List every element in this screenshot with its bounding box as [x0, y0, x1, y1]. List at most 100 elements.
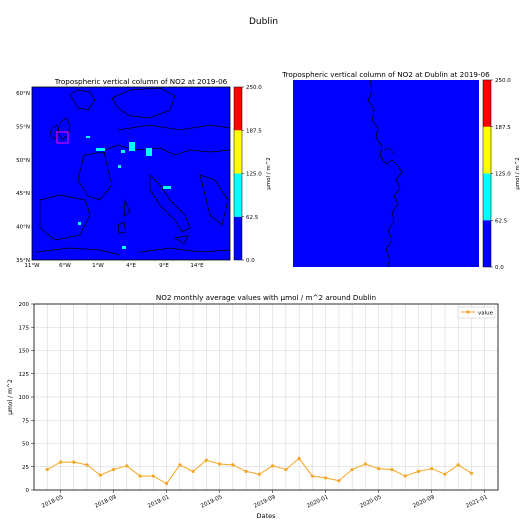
colorbar-segment — [234, 87, 242, 131]
data-point — [191, 469, 195, 473]
left-map-area — [31, 86, 231, 261]
data-point — [469, 471, 474, 475]
data-point — [244, 469, 248, 473]
x-ticks: 2018-05 2018-09 2019-01 2019-05 2019-09 2020-… — [41, 490, 489, 510]
longitude-tick-label: 14°E — [190, 263, 204, 269]
data-point — [363, 462, 368, 466]
latitude-tick-label: 35°N — [16, 258, 30, 264]
colorbar-segment — [234, 130, 242, 174]
x-tick-label: 2021-01 — [465, 494, 488, 509]
data-point — [390, 467, 394, 472]
colorbar-tick-label: 187.5 — [495, 125, 511, 131]
longitude-tick-label: 1°W — [92, 263, 104, 269]
colorbar-label: µmol / m^2 — [515, 157, 521, 190]
data-point — [138, 474, 142, 478]
colorbar-segment — [483, 220, 491, 267]
colorbar-segment — [483, 80, 491, 127]
data-point — [204, 458, 208, 462]
latitude-tick-label: 40°N — [16, 225, 30, 231]
data-point — [164, 481, 169, 486]
y-ticks: 0 25 50 75 100 125 150 175 200 — [19, 302, 34, 494]
colorbar-tick-label: 0.0 — [246, 258, 255, 264]
data-point — [403, 474, 407, 478]
data-point — [111, 467, 116, 472]
data-point — [310, 474, 314, 478]
y-tick-label: 150 — [19, 349, 30, 355]
latitude-tick-label: 60°N — [16, 91, 30, 97]
data-point — [72, 460, 76, 464]
data-point — [377, 467, 381, 471]
data-point — [284, 467, 288, 472]
colorbar-segment — [483, 173, 491, 221]
y-tick-label: 175 — [19, 325, 30, 331]
latitude-tick-label: 50°N — [16, 158, 30, 164]
longitude-tick-label: 4°E — [126, 263, 136, 269]
right-map-area — [293, 80, 479, 267]
no2-hotspots — [78, 136, 171, 249]
chart-frame — [33, 303, 499, 491]
y-tick-label: 200 — [19, 302, 30, 308]
right-map-title: Tropospheric vertical column of NO2 at D… — [281, 70, 490, 79]
x-tick-label: 2018-05 — [41, 494, 65, 509]
x-tick-label: 2020-05 — [359, 494, 383, 509]
x-tick-label: 2019-01 — [147, 494, 170, 509]
y-tick-label: 25 — [22, 465, 29, 471]
y-tick-label: 125 — [19, 372, 30, 378]
data-point — [337, 479, 341, 483]
y-tick-label: 50 — [22, 442, 29, 448]
data-point — [443, 472, 447, 476]
y-tick-label: 75 — [22, 418, 29, 424]
x-tick-label: 2019-05 — [200, 494, 224, 509]
series-value — [45, 456, 474, 486]
colorbar-segment — [234, 216, 242, 260]
chart-title: NO2 monthly average values with µmol / m… — [156, 293, 376, 302]
data-point — [98, 473, 102, 477]
data-point — [297, 456, 301, 460]
data-point — [324, 476, 328, 480]
series-line — [47, 457, 472, 485]
dublin-coastline — [367, 79, 403, 268]
colorbar-segment — [483, 126, 491, 174]
x-tick-label: 2019-09 — [253, 494, 277, 509]
y-tick-label: 100 — [19, 395, 30, 401]
colorbar-frame — [482, 79, 492, 268]
latitude-ticks: 60°N 55°N 50°N 45°N 40°N 35°N — [16, 91, 30, 264]
left-map-title: Tropospheric vertical column of NO2 at 2… — [54, 77, 228, 86]
x-tick-label: 2020-01 — [306, 494, 329, 509]
y-tick-label: 0 — [26, 488, 30, 494]
legend-label: value — [478, 311, 494, 317]
longitude-tick-label: 11°W — [24, 263, 40, 269]
chart-legend: value — [457, 306, 496, 319]
data-point — [231, 463, 235, 467]
colorbar-tick-label: 0.0 — [495, 265, 504, 271]
longitude-tick-label: 6°W — [59, 263, 71, 269]
data-point — [218, 462, 222, 466]
colorbar-tick-label: 125.0 — [495, 172, 511, 178]
x-tick-label: 2020-09 — [412, 494, 436, 509]
coastline-lines — [35, 87, 231, 256]
y-axis-label: µmol / m^2 — [7, 379, 14, 415]
longitude-tick-label: 9°E — [159, 263, 169, 269]
page-title: Dublin — [248, 17, 279, 27]
colorbar-tick-label: 250.0 — [495, 78, 511, 84]
colorbar-tick-label: 62.5 — [246, 215, 259, 221]
data-point — [416, 469, 421, 473]
data-point — [350, 467, 354, 472]
data-point — [58, 460, 63, 464]
data-point — [151, 474, 155, 478]
longitude-ticks: 11°W 6°W 1°W 4°E 9°E 14°E — [24, 263, 204, 269]
data-point — [178, 463, 182, 467]
colorbar-tick-label: 125.0 — [246, 172, 262, 178]
latitude-tick-label: 55°N — [16, 124, 30, 130]
latitude-tick-label: 45°N — [16, 191, 30, 197]
colorbar-tick-label: 187.5 — [246, 128, 262, 134]
data-point — [45, 467, 49, 472]
colorbar-label: µmol / m^2 — [266, 157, 272, 190]
x-axis-label: Dates — [257, 512, 277, 520]
colorbar-segment — [234, 173, 242, 217]
dublin-highlight-box — [56, 131, 69, 144]
colorbar-frame — [233, 86, 243, 261]
